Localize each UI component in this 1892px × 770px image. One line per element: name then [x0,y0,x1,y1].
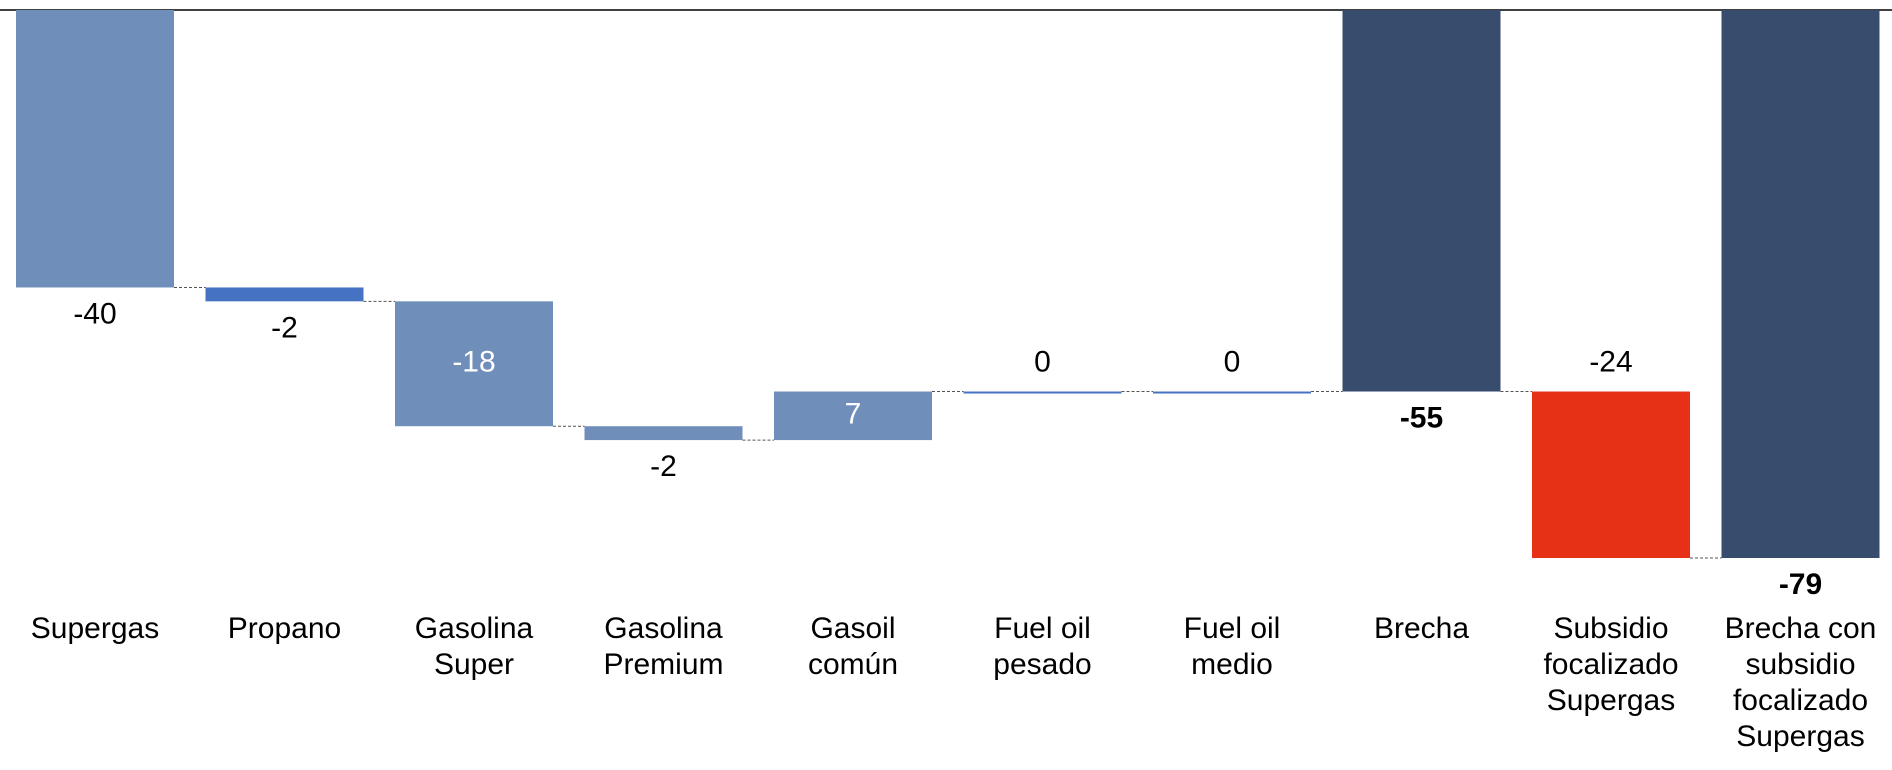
bar [1532,391,1690,558]
bar [205,287,364,302]
x-tick-label: Supergas [31,612,159,645]
value-label: -18 [452,346,495,379]
bar [584,426,743,441]
value-label: -79 [1779,568,1822,601]
x-tick-label: Gasolina Premium [603,612,723,681]
bar [963,391,1122,394]
x-tick-label: Gasoil común [808,612,898,681]
value-label: 7 [845,398,862,431]
value-label: 0 [1224,345,1241,378]
bar [1342,10,1501,392]
x-tick-label: Propano [228,612,341,645]
value-label: -24 [1589,345,1632,378]
value-label: -40 [73,297,116,330]
x-tick-label: Fuel oil medio [1184,612,1281,681]
x-tick-label: Brecha [1374,612,1469,645]
value-label: -2 [650,450,677,483]
bar [1721,10,1880,558]
value-label: 0 [1034,345,1051,378]
bar [774,391,932,441]
bar [395,301,553,427]
bar [16,10,174,288]
x-tick-label: Gasolina Super [415,612,534,681]
value-label: -2 [271,311,298,344]
x-tick-label: Fuel oil pesado [993,612,1091,681]
x-tick-label: Subsidio focalizado Supergas [1543,612,1678,717]
value-label: -55 [1400,401,1443,434]
x-tick-label: Brecha con subsidio focalizado Supergas [1725,612,1877,753]
bar [1153,391,1311,394]
